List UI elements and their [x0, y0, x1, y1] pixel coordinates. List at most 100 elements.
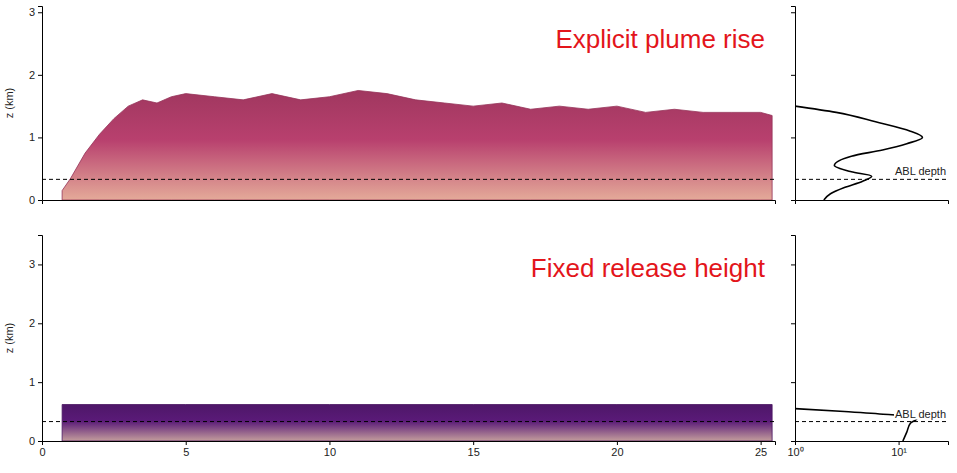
- y-axis-line: [38, 7, 43, 201]
- figure: 0 1 2 3 z (km) Explicit plume rise 0 1 2 3 0 5 10 15 2…: [0, 0, 957, 473]
- y-tick: [791, 75, 795, 76]
- abl-label: ABL depth: [895, 408, 946, 420]
- y-axis: [791, 236, 796, 442]
- annotation: Explicit plume rise: [555, 24, 765, 54]
- y-axis-line: [38, 236, 43, 442]
- x-tick-mark: [329, 441, 330, 445]
- y-tick: 2: [29, 69, 42, 81]
- y-tick: [791, 382, 795, 383]
- y-tick-label: 2: [29, 317, 35, 329]
- y-tick-mark: [791, 382, 795, 383]
- plume-area: [62, 405, 772, 441]
- y-tick: 3: [29, 258, 42, 270]
- y-tick: [791, 137, 795, 138]
- x-tick-mark: [795, 441, 796, 445]
- y-tick: 0: [29, 194, 42, 206]
- panel: ABL depth: [791, 7, 949, 205]
- x-tick: 25: [755, 441, 767, 458]
- y-axis-line: [791, 236, 796, 442]
- y-tick: 1: [29, 376, 42, 388]
- plot-area: [42, 405, 775, 441]
- x-axis-line: [43, 442, 776, 446]
- y-tick: [791, 200, 795, 201]
- x-tick-mark: [761, 441, 762, 445]
- x-axis: 10⁰ 10¹: [787, 441, 948, 458]
- x-tick: 10¹: [891, 441, 907, 458]
- x-tick: 15: [468, 441, 480, 458]
- y-axis-title: z (km): [3, 323, 15, 354]
- abl-line: [795, 421, 948, 422]
- y-tick-mark: [791, 75, 795, 76]
- y-axis-line: [791, 7, 796, 201]
- x-tick-label: 20: [611, 446, 623, 458]
- y-tick-label: 2: [29, 69, 35, 81]
- y-tick: [791, 264, 795, 265]
- y-tick-mark: [38, 12, 42, 13]
- y-tick-mark: [38, 323, 42, 324]
- y-tick-mark: [38, 382, 42, 383]
- y-tick-label: 1: [29, 376, 35, 388]
- abl-label-bg: [894, 165, 947, 177]
- x-tick: 10: [324, 441, 336, 458]
- plot-area: [795, 106, 948, 200]
- x-axis-line: [796, 442, 949, 446]
- y-tick-label: 0: [29, 435, 35, 447]
- panel: 0 1 2 3 z (km) Explicit plume rise: [3, 6, 776, 206]
- y-tick-mark: [791, 137, 795, 138]
- y-tick-label: 0: [29, 194, 35, 206]
- x-tick-label: 5: [183, 446, 189, 458]
- panel: 0 1 2 3 0 5 10 15 20 25 z (km) Fixed release height: [3, 236, 776, 458]
- x-axis: [43, 201, 776, 205]
- x-tick-label: 15: [468, 446, 480, 458]
- y-tick: 3: [29, 6, 42, 18]
- y-tick: [791, 323, 795, 324]
- y-tick: [791, 12, 795, 13]
- y-tick-mark: [38, 75, 42, 76]
- abl-line: [42, 421, 775, 422]
- y-tick-mark: [38, 264, 42, 265]
- y-tick-label: 1: [29, 131, 35, 143]
- abl-label-group: ABL depth: [894, 408, 947, 420]
- panel: 10⁰ 10¹ ABL depth: [787, 236, 948, 458]
- y-axis-title: z (km): [3, 88, 15, 119]
- y-tick-mark: [791, 441, 795, 442]
- x-tick-label: 10⁰: [787, 446, 803, 458]
- y-tick-label: 3: [29, 6, 35, 18]
- plume-area: [62, 90, 772, 200]
- y-tick: [791, 441, 795, 442]
- y-tick: 2: [29, 317, 42, 329]
- x-tick-mark: [617, 441, 618, 445]
- x-tick-mark: [186, 441, 187, 445]
- abl-label-bg: [894, 408, 947, 420]
- x-tick-mark: [899, 441, 900, 445]
- y-axis: 0 1 2 3: [29, 6, 43, 206]
- x-axis: [796, 201, 949, 205]
- y-axis: 0 1 2 3: [29, 236, 43, 448]
- x-tick: 10⁰: [787, 441, 803, 458]
- x-axis-line: [796, 201, 949, 205]
- x-tick: 5: [183, 441, 189, 458]
- x-axis: 0 5 10 15 20 25: [39, 441, 775, 458]
- y-tick-mark: [38, 137, 42, 138]
- profile-line: [795, 106, 922, 200]
- x-tick-label: 10¹: [891, 446, 907, 458]
- y-tick-mark: [38, 200, 42, 201]
- y-tick: 1: [29, 131, 42, 143]
- y-tick-mark: [791, 323, 795, 324]
- plot-area: [42, 90, 775, 200]
- y-axis: [791, 7, 796, 201]
- y-tick-mark: [791, 12, 795, 13]
- x-tick-mark: [473, 441, 474, 445]
- y-tick-mark: [791, 264, 795, 265]
- abl-line: [795, 179, 948, 180]
- x-axis-line: [43, 201, 776, 205]
- y-tick-mark: [791, 200, 795, 201]
- x-tick: 0: [39, 441, 45, 458]
- abl-label-group: ABL depth: [894, 165, 947, 177]
- y-tick-mark: [38, 441, 42, 442]
- x-tick: 20: [611, 441, 623, 458]
- annotation: Fixed release height: [531, 253, 766, 283]
- x-tick-label: 25: [755, 446, 767, 458]
- abl-line: [42, 179, 775, 180]
- x-tick-mark: [42, 441, 43, 445]
